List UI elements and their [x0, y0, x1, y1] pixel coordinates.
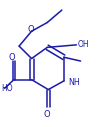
Text: NH: NH — [69, 78, 80, 87]
Text: O: O — [28, 25, 34, 34]
Text: HO: HO — [1, 84, 13, 93]
Text: OH: OH — [78, 40, 90, 49]
Text: O: O — [44, 110, 51, 119]
Text: O: O — [8, 53, 15, 62]
